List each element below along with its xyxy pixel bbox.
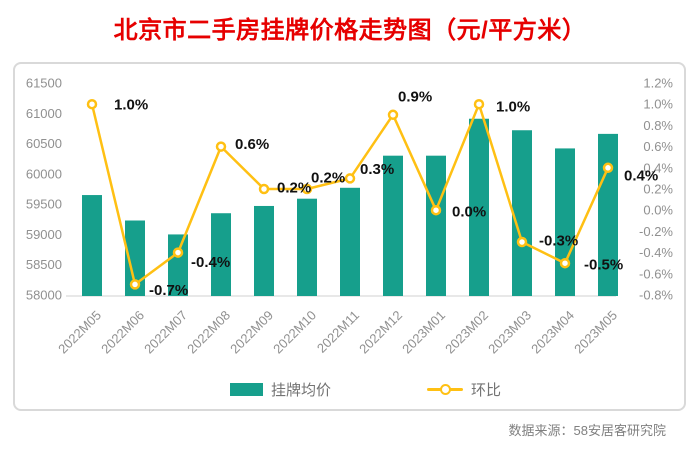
line-marker <box>430 204 442 216</box>
legend-bar-label: 挂牌均价 <box>270 381 331 399</box>
data-label: 0.9% <box>398 88 432 105</box>
bar <box>598 133 618 296</box>
line-marker <box>473 98 485 110</box>
line-marker <box>172 247 184 258</box>
right-axis-tick: 0.8% <box>643 118 673 133</box>
right-axis-tick: 0.0% <box>643 203 673 218</box>
legend-item-line: 环比 <box>427 379 501 400</box>
data-label: -0.4% <box>191 254 230 271</box>
legend-item-bar: 挂牌均价 <box>229 379 331 400</box>
left-axis-tick: 60500 <box>26 136 62 151</box>
left-axis-tick: 58000 <box>26 288 62 303</box>
right-axis-tick: 1.2% <box>643 76 673 91</box>
x-axis-label: 2023M04 <box>528 308 577 357</box>
data-label: 0.2% <box>277 180 311 197</box>
x-axis-label: 2023M02 <box>442 308 491 357</box>
right-axis-tick: 0.4% <box>643 160 673 175</box>
data-label: -0.7% <box>149 282 188 299</box>
right-axis-tick: -0.6% <box>639 266 673 281</box>
bar <box>340 187 360 296</box>
data-label: 0.0% <box>452 204 486 221</box>
line-marker <box>215 141 227 152</box>
data-label: 1.0% <box>496 99 530 116</box>
line-marker <box>559 257 571 269</box>
bar <box>426 155 446 296</box>
bar <box>254 205 274 296</box>
x-axis-label: 2022M12 <box>356 308 405 357</box>
x-axis-label: 2022M06 <box>98 308 147 357</box>
right-axis-tick: -0.2% <box>639 224 673 239</box>
left-axis-tick: 59000 <box>26 227 62 242</box>
line-marker <box>602 162 614 174</box>
data-label: 0.6% <box>235 136 269 153</box>
x-axis-label: 2023M03 <box>485 308 534 357</box>
right-axis-tick: 1.0% <box>643 97 673 112</box>
bar <box>512 130 532 296</box>
line-marker <box>258 183 270 195</box>
line-marker <box>129 279 141 290</box>
x-axis-label: 2022M10 <box>270 308 319 357</box>
x-axis-label: 2022M11 <box>314 308 362 356</box>
left-axis-tick: 61000 <box>26 106 62 121</box>
bar <box>168 234 188 296</box>
line-marker <box>516 236 528 248</box>
bar <box>125 220 145 296</box>
x-axis-label: 2023M05 <box>571 308 620 357</box>
bar <box>297 198 317 296</box>
legend-line-label: 环比 <box>471 381 502 399</box>
data-source-caption: 数据来源：58安居客研究院 <box>508 423 666 438</box>
x-axis-label: 2022M08 <box>184 308 233 357</box>
left-axis-tick: 60000 <box>26 166 62 181</box>
data-label: -0.3% <box>539 233 578 250</box>
right-axis-tick: 0.2% <box>643 182 673 197</box>
right-axis-tick: 0.6% <box>643 139 673 154</box>
line-marker-icon <box>427 383 463 396</box>
data-label: -0.5% <box>584 257 623 274</box>
right-axis-tick: -0.4% <box>639 245 673 260</box>
bar-swatch-icon <box>229 382 263 396</box>
bar <box>82 195 102 296</box>
left-axis-tick: 59500 <box>26 197 62 212</box>
data-label: 0.4% <box>624 167 658 184</box>
bar <box>469 118 489 296</box>
chart-legend: 挂牌均价 环比 <box>29 379 700 400</box>
line-marker <box>387 109 399 121</box>
line-marker <box>301 183 313 195</box>
left-axis-tick: 58500 <box>26 257 62 272</box>
right-axis-tick: -0.8% <box>639 288 673 303</box>
left-axis-tick: 61500 <box>26 76 62 91</box>
x-axis-label: 2022M07 <box>141 308 190 357</box>
x-axis-label: 2023M01 <box>399 308 448 357</box>
line-marker <box>344 173 356 184</box>
data-label: 1.0% <box>114 97 148 114</box>
data-label: 0.3% <box>360 161 394 178</box>
chart-title: 北京市二手房挂牌价格走势图（元/平方米） <box>113 17 587 44</box>
bar <box>211 213 231 296</box>
bar <box>555 148 575 296</box>
line-marker <box>86 98 98 110</box>
data-label: 0.2% <box>311 170 345 187</box>
x-axis-label: 2022M05 <box>55 308 104 357</box>
bar <box>383 155 403 296</box>
x-axis-label: 2022M09 <box>227 308 276 357</box>
